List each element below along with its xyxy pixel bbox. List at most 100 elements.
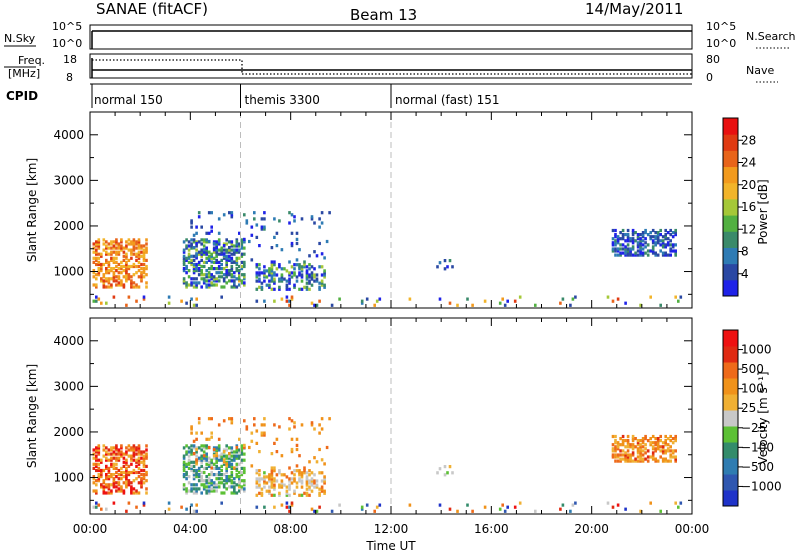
scatter-cell: [233, 283, 236, 287]
scatter-cell: [243, 239, 246, 244]
scatter-cell: [285, 295, 289, 299]
scatter-cell: [278, 469, 281, 473]
scatter-cell: [631, 247, 635, 251]
scatter-cell: [624, 251, 627, 255]
scatter-cell: [195, 244, 198, 248]
scatter-cell: [92, 269, 96, 273]
scatter-cell: [443, 473, 447, 477]
scatter-cell: [195, 248, 198, 252]
power-colorbar-swatch: [723, 150, 738, 168]
scatter-cell: [265, 475, 269, 479]
scatter-cell: [215, 458, 218, 462]
scatter-cell: [666, 241, 670, 245]
scatter-cell: [626, 235, 630, 239]
scatter-cell: [100, 483, 103, 487]
scatter-cell: [205, 275, 208, 279]
scatter-cell: [666, 253, 670, 257]
scatter-cell: [250, 431, 254, 435]
scatter-cell: [200, 470, 203, 475]
scatter-cell: [220, 452, 223, 456]
scatter-cell: [95, 479, 98, 483]
scatter-cell: [639, 247, 642, 251]
scatter-cell: [217, 264, 221, 269]
scatter-cell: [225, 477, 228, 481]
scatter-cell: [448, 301, 452, 305]
scatter-cell: [140, 485, 143, 489]
scatter-cell: [288, 509, 291, 513]
scatter-cell: [130, 489, 133, 493]
scatter-cell: [664, 434, 667, 439]
scatter-cell: [233, 252, 236, 256]
scatter-cell: [97, 479, 101, 483]
scatter-cell: [273, 477, 276, 481]
scatter-cell: [258, 244, 261, 248]
scatter-cell: [664, 237, 667, 241]
scatter-cell: [97, 475, 101, 479]
scatter-cell: [92, 481, 96, 485]
scatter-cell: [616, 247, 620, 251]
scatter-cell: [631, 245, 635, 249]
scatter-cell: [212, 279, 216, 283]
scatter-cell: [190, 450, 193, 454]
scatter-cell: [145, 264, 148, 269]
scatter-cell: [255, 505, 259, 509]
scatter-cell: [636, 459, 640, 463]
scatter-cell: [132, 479, 136, 483]
scatter-cell: [97, 246, 101, 250]
scatter-cell: [666, 243, 670, 247]
scatter-cell: [626, 439, 630, 443]
scatter-cell: [278, 277, 281, 281]
scatter-cell: [621, 247, 625, 251]
scatter-cell: [624, 507, 627, 511]
scatter-cell: [320, 489, 324, 493]
scatter-cell: [95, 446, 98, 450]
scatter-cell: [217, 473, 221, 477]
scatter-cell: [190, 444, 193, 448]
scatter-cell: [671, 235, 675, 239]
scatter-cell: [222, 277, 226, 281]
scatter-cell: [313, 427, 316, 431]
scatter-cell: [270, 287, 274, 291]
scatter-cell: [142, 501, 146, 505]
scatter-cell: [182, 483, 186, 487]
scatter-cell: [210, 283, 213, 287]
scatter-cell: [616, 447, 620, 451]
scatter-cell: [614, 233, 617, 237]
scatter-cell: [674, 434, 677, 439]
scatter-cell: [187, 462, 191, 466]
scatter-cell: [656, 241, 660, 245]
scatter-cell: [298, 471, 301, 475]
scatter-cell: [243, 458, 246, 462]
scatter-cell: [197, 456, 201, 460]
scatter-cell: [182, 267, 186, 271]
mode-change-markers: [240, 112, 392, 514]
scatter-cell: [182, 254, 186, 258]
scatter-cell: [270, 265, 274, 269]
scatter-cell: [498, 507, 502, 511]
scatter-cell: [303, 469, 306, 473]
scatter-cell: [120, 485, 123, 489]
scatter-cell: [230, 454, 234, 458]
nsky-tick-bottom: 10^0: [52, 37, 82, 50]
scatter-cell: [187, 275, 191, 279]
scatter-cell: [318, 225, 321, 229]
scatter-cell: [263, 273, 266, 277]
scatter-cell: [280, 275, 284, 279]
scatter-cell: [130, 456, 133, 460]
scatter-cell: [636, 443, 640, 447]
scatter-cell: [263, 505, 266, 509]
scatter-cell: [360, 299, 364, 303]
scatter-cell: [120, 240, 123, 244]
scatter-cell: [225, 281, 228, 285]
scatter-cell: [97, 477, 101, 481]
y-tick-label: 1000: [53, 265, 84, 279]
scatter-cell: [95, 299, 98, 303]
scatter-cell: [235, 258, 239, 262]
scatter-cell: [649, 249, 652, 253]
scatter-cell: [125, 260, 128, 264]
scatter-cell: [212, 456, 216, 460]
scatter-cell: [105, 464, 108, 468]
scatter-cell: [280, 473, 284, 477]
scatter-cell: [230, 485, 234, 489]
scatter-cell: [132, 248, 136, 252]
